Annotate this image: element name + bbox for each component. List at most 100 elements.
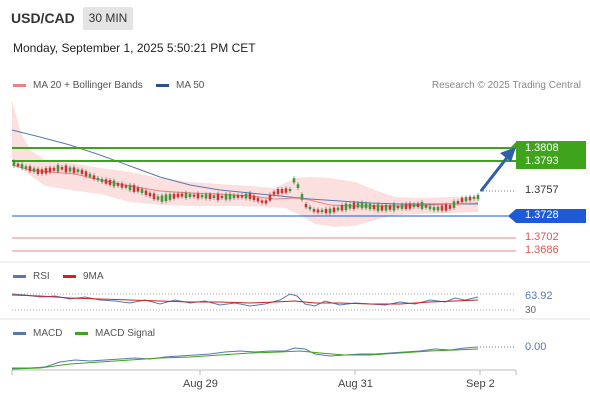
candle-body [440, 205, 444, 211]
candle-body [172, 193, 176, 199]
candle-body [32, 168, 36, 172]
candle-body [348, 204, 352, 209]
candle-body [272, 191, 276, 195]
candle-body [176, 193, 180, 198]
candle-body [236, 194, 240, 198]
candle-body [412, 204, 416, 208]
ma20-swatch [13, 84, 26, 87]
candle-body [212, 195, 216, 199]
candle-body [108, 179, 112, 186]
candle-body [144, 190, 148, 195]
candle-body [356, 203, 360, 208]
candle-body [324, 208, 328, 214]
macd-signal-label: MACD Signal [95, 328, 156, 339]
candle-body [464, 197, 468, 202]
macd-signal-line [11, 348, 479, 370]
candle-body [128, 184, 132, 191]
candle-body [16, 163, 20, 167]
candle-body [84, 171, 88, 177]
candle-body [148, 192, 152, 197]
candle-body [56, 165, 60, 172]
legend-ma20: MA 20 + Bollinger Bands [13, 80, 143, 91]
macd-line [12, 346, 479, 369]
candle-body [344, 203, 348, 211]
target-high-label: 1.3808 [525, 142, 559, 154]
legend-rsi: RSI [13, 271, 50, 282]
legend-macd-signal: MACD Signal [75, 328, 155, 339]
candle-body [304, 203, 308, 208]
candle-body [472, 196, 476, 199]
candle-body [196, 193, 200, 199]
target-low-label: 1.3793 [525, 155, 559, 167]
macd-signal-swatch [75, 332, 88, 335]
candle-body [400, 204, 404, 209]
candle-body [368, 203, 372, 210]
candle-body [160, 195, 164, 202]
candle-body [224, 194, 228, 200]
credit-text: Research © 2025 Trading Central [431, 80, 581, 91]
timeframe-button[interactable]: 30 MIN [83, 7, 133, 30]
candle-body [72, 167, 76, 173]
candle-body [452, 201, 456, 208]
candle-body [120, 183, 124, 188]
candle-body [20, 164, 24, 169]
candle-body [280, 189, 284, 194]
candle-body [320, 209, 324, 213]
candle-body [88, 174, 92, 177]
candle-body [132, 185, 136, 192]
candle-body [192, 194, 196, 197]
candle-body [104, 179, 108, 184]
candle-body [256, 198, 260, 202]
current-price-label: 1.3757 [525, 184, 559, 196]
candle-body [80, 169, 84, 175]
resistance-tag-pointer [510, 142, 516, 148]
candle-body [444, 204, 448, 211]
candle-body [364, 203, 368, 209]
rsi-value: 63.92 [525, 290, 553, 302]
candle-body [36, 168, 40, 175]
candle-body [12, 161, 16, 166]
rsi-9ma-line [11, 294, 479, 305]
timestamp: Monday, September 1, 2025 5:50:21 PM CET [13, 41, 256, 55]
candle-body [24, 166, 28, 169]
candle-body [116, 183, 120, 186]
candle-body [184, 192, 188, 199]
x-axis-label: Aug 29 [183, 378, 218, 390]
candle-body [460, 197, 464, 203]
support2-label: 1.3686 [525, 244, 559, 256]
arrow-head-icon [500, 147, 516, 162]
candle-body [384, 204, 388, 211]
projection-arrow [479, 154, 511, 192]
ma50-swatch [156, 84, 169, 87]
legend-macd: MACD [13, 328, 62, 339]
candle-body [336, 207, 340, 211]
candle-body [124, 185, 128, 188]
candle-body [436, 206, 440, 211]
candle-body [180, 193, 184, 197]
legend-ma50: MA 50 [156, 80, 204, 91]
pivot-tag-pointer [508, 209, 516, 223]
rsi-level-30-label: 30 [525, 305, 537, 316]
candle-body [308, 206, 312, 210]
candle-body [352, 202, 356, 210]
resistance-tag-box [516, 141, 586, 169]
candle-body [252, 195, 256, 201]
candle-body [372, 204, 376, 210]
symbol-title: USD/CAD [11, 10, 75, 26]
candle-body [100, 178, 104, 183]
ma50-label: MA 50 [176, 80, 205, 91]
candle-body [448, 205, 452, 209]
rsi-9ma-label: 9MA [83, 271, 104, 282]
candle-body [140, 188, 144, 193]
candle-body [208, 194, 212, 199]
candle-body [240, 195, 244, 198]
candle-body [456, 201, 460, 204]
macd-value: 0.00 [525, 341, 547, 353]
candle-body [268, 194, 272, 201]
candle-body [380, 205, 384, 211]
candle-body [168, 194, 172, 200]
candle-body [428, 206, 432, 210]
candle-body [28, 166, 32, 172]
candle-body [204, 194, 208, 199]
candle-body [420, 202, 424, 209]
